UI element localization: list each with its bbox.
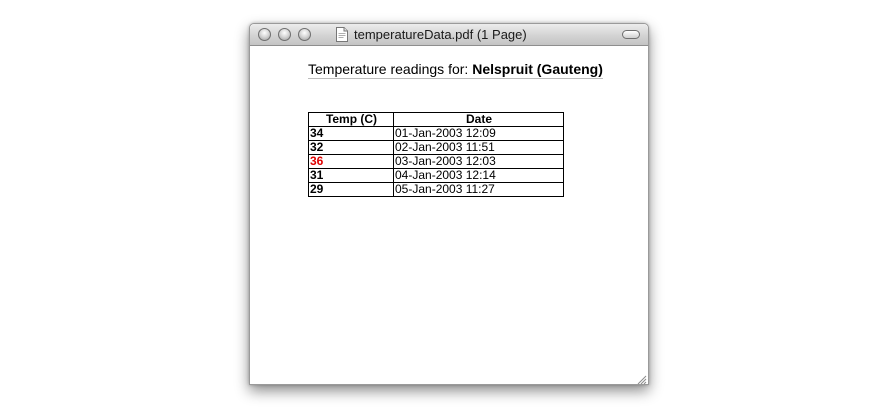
table-row: 36 03-Jan-2003 12:03	[308, 154, 564, 169]
table-row: 29 05-Jan-2003 11:27	[308, 182, 564, 197]
close-button[interactable]	[258, 28, 271, 41]
pdf-page: Temperature readings for: Nelspruit (Gau…	[250, 46, 648, 384]
temp-cell: 29	[308, 182, 394, 197]
table-header-row: Temp (C) Date	[308, 112, 564, 127]
date-cell: 02-Jan-2003 11:51	[393, 140, 564, 155]
temperature-table: Temp (C) Date 34 01-Jan-2003 12:09 32 02…	[308, 112, 564, 197]
window-title: temperatureData.pdf (1 Page)	[354, 27, 527, 42]
date-cell: 01-Jan-2003 12:09	[393, 126, 564, 141]
table-row: 32 02-Jan-2003 11:51	[308, 140, 564, 155]
temp-cell: 31	[308, 168, 394, 183]
table-row: 34 01-Jan-2003 12:09	[308, 126, 564, 141]
page-heading: Temperature readings for: Nelspruit (Gau…	[308, 61, 603, 79]
minimize-button[interactable]	[278, 28, 291, 41]
location-name: Nelspruit (Gauteng)	[472, 61, 603, 77]
temp-cell: 34	[308, 126, 394, 141]
date-cell: 03-Jan-2003 12:03	[393, 154, 564, 169]
resize-grip-icon[interactable]	[636, 372, 647, 385]
heading-prefix: Temperature readings for:	[308, 61, 469, 77]
temp-cell: 36	[308, 154, 394, 169]
date-cell: 05-Jan-2003 11:27	[393, 182, 564, 197]
pdf-document-icon[interactable]	[336, 27, 348, 42]
column-header-temp: Temp (C)	[308, 112, 394, 127]
column-header-date: Date	[393, 112, 564, 127]
temp-cell: 32	[308, 140, 394, 155]
pdf-viewer-window: temperatureData.pdf (1 Page) Temperature…	[249, 23, 649, 385]
title-bar[interactable]: temperatureData.pdf (1 Page)	[250, 24, 648, 46]
zoom-button[interactable]	[298, 28, 311, 41]
date-cell: 04-Jan-2003 12:14	[393, 168, 564, 183]
table-row: 31 04-Jan-2003 12:14	[308, 168, 564, 183]
toolbar-toggle-button[interactable]	[622, 30, 640, 39]
